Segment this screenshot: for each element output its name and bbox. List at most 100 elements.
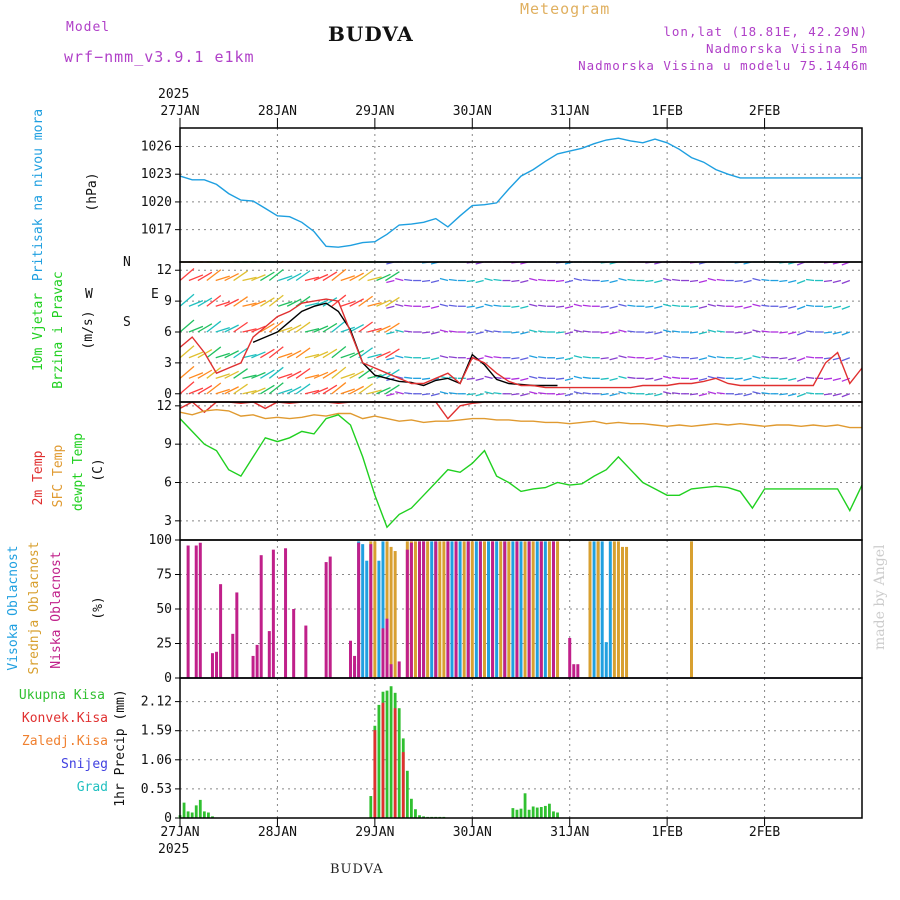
wind-barb [421,393,431,396]
wind-barb [573,355,583,359]
wind-barb [529,375,538,379]
precip-bar [523,793,527,818]
wind-barb [466,305,475,308]
cloud-bar [361,544,365,678]
y-tick-label: 1.06 [141,753,172,768]
cloud-bar [418,541,422,678]
cloud-bar [511,541,515,678]
cloud-bar [466,541,470,678]
cloud-bar [515,541,519,678]
wind-barb [358,321,373,333]
wind-barb [555,331,565,334]
date-label-bottom: 2FEB [749,825,780,840]
wind-barb [251,325,266,333]
wind-barb [206,346,222,359]
wind-barb [743,305,752,309]
wind-barb [430,279,440,284]
wind-barb [752,303,761,307]
wind-barb [313,371,329,379]
precip-bar [556,812,559,818]
wind-barb [367,302,382,307]
wind-barb [197,297,213,307]
cloud-bar [198,542,202,678]
wind-barb [672,376,681,379]
cloud-bar [454,541,458,678]
wind-barb [672,278,681,282]
wind-barb [698,305,708,309]
wind-barb [564,331,574,335]
wind-barb [295,321,311,333]
wind-barb [404,356,413,359]
cloud-bar [572,664,576,678]
wind-barb [823,305,833,308]
wind-barb [645,279,654,283]
wind-barb [322,348,338,359]
wind-barb [841,393,851,398]
wind-barb [841,331,851,336]
wind-barb [654,279,663,284]
cloud-bar [304,625,308,678]
precip-bar [373,730,377,818]
wind-barb [788,377,797,381]
wind-barb [448,304,457,307]
wind-barb [511,305,520,308]
wind-barb [268,346,284,359]
cloud-bar [596,541,600,678]
y-tick-label: 25 [156,637,172,652]
wind-barb [242,389,257,395]
wind-barb [395,303,404,307]
precip-bar [207,812,210,818]
cloud-bar [527,541,531,678]
wind-barb [663,329,672,333]
wind-barb [779,393,788,396]
wind-barb [278,275,293,282]
wind-barb [206,294,222,307]
cloud-bar [389,546,393,678]
wind-barb [555,393,565,396]
wind-barb [761,376,770,379]
cloud-bar [547,541,551,678]
cloud-bar [251,655,255,678]
wind-barb [484,303,493,307]
y-tick-label: 9 [164,437,172,452]
wind-barb [197,385,213,395]
wind-barb [340,326,355,333]
wind-barb [573,277,583,282]
wind-barb [618,355,627,359]
bottom-title: BUDVA [330,862,384,877]
cloud-bar [186,545,190,678]
wind-barb [832,331,842,335]
wind-barb [322,322,338,333]
wind-barb [582,376,591,379]
wind-barb [761,392,770,395]
wind-barb [761,356,770,359]
cloud-bar [600,541,604,678]
cloud-bar [231,633,235,678]
date-label-bottom: 28JAN [258,825,297,840]
wind-barb [788,357,797,361]
wind-barb [779,305,788,308]
wind-barb [376,325,391,333]
wind-barb [609,377,618,381]
y-label-wind-1: 10m Vjetar [31,293,46,371]
cloud-bar [458,541,462,678]
cloud-bar [377,560,381,678]
wind-barb [304,389,320,395]
cloud-bar [210,653,214,678]
wind-barb [215,275,230,282]
wind-barb [529,277,538,282]
wind-barb [268,366,284,379]
precip-bar [377,704,381,818]
wind-barb [582,392,591,395]
wind-barb [484,355,493,359]
date-label-bottom: 1FEB [651,825,682,840]
wind-barb [627,304,636,307]
legend-entry: Zaledj.Kisa [22,734,108,749]
panel-border [179,401,863,541]
y-label-mid-cloud: Srednja Oblacnost [27,541,42,674]
wind-barb [188,274,204,282]
wind-barb [689,357,699,360]
wind-barb [295,270,311,282]
wind-barb [841,279,851,285]
precip-bar [389,686,393,818]
